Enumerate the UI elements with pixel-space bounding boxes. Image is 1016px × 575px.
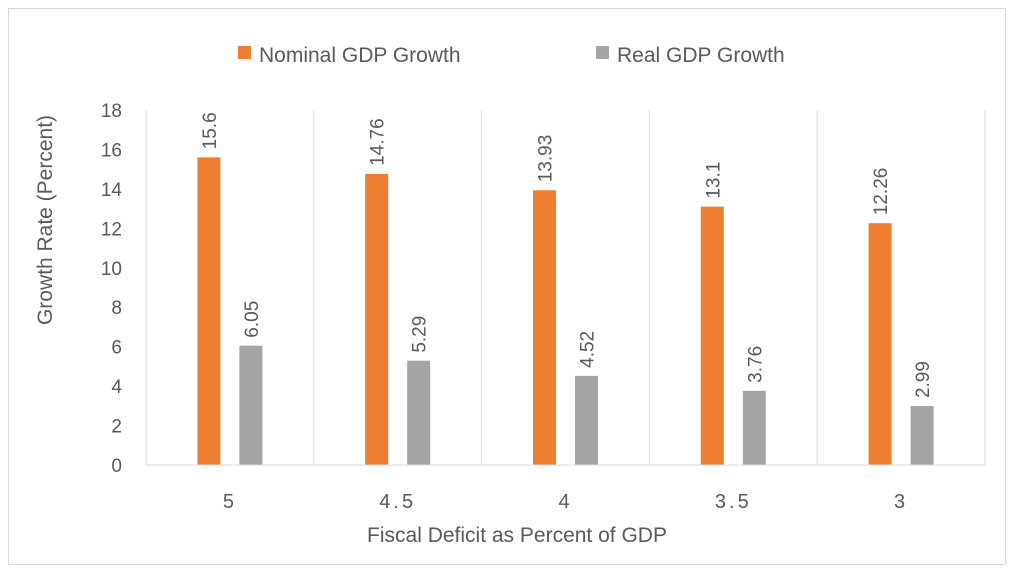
bar — [700, 206, 724, 465]
chart-frame — [8, 8, 1006, 565]
bar — [407, 360, 431, 465]
legend-swatch — [596, 46, 609, 59]
data-label: 4.52 — [578, 331, 599, 368]
data-label: 14.76 — [368, 118, 389, 166]
legend-label: Real GDP Growth — [617, 44, 785, 67]
x-tick-label: 3.5 — [715, 491, 752, 513]
y-tick-label: 6 — [111, 338, 122, 359]
y-tick-label: 2 — [111, 417, 122, 438]
data-label: 5.29 — [410, 316, 431, 353]
data-label: 15.6 — [200, 112, 221, 149]
data-label: 6.05 — [242, 301, 263, 338]
data-label: 12.26 — [871, 168, 892, 216]
y-tick-label: 12 — [101, 219, 122, 240]
y-axis-title: Growth Rate (Percent) — [34, 115, 57, 325]
x-axis-title: Fiscal Deficit as Percent of GDP — [367, 524, 667, 547]
data-label: 13.93 — [536, 135, 557, 183]
y-tick-label: 4 — [111, 377, 122, 398]
legend: Nominal GDP Growth Real GDP Growth — [238, 44, 785, 67]
y-axis-ticks: 0 2 4 6 8 10 12 14 16 18 — [101, 101, 123, 477]
bar — [868, 223, 892, 465]
y-tick-label: 0 — [111, 456, 122, 477]
bar — [239, 345, 263, 465]
data-labels: 15.6 14.76 13.93 13.1 12.26 6.05 5.29 4.52 3.76 2… — [200, 112, 934, 398]
x-tick-label: 3 — [894, 491, 908, 513]
y-tick-label: 10 — [101, 259, 122, 280]
x-axis-ticks: 5 4.5 4 3.5 3 — [223, 491, 908, 513]
data-label: 2.99 — [913, 361, 934, 398]
bar — [910, 406, 934, 465]
bar — [365, 173, 389, 465]
bar — [533, 190, 556, 465]
y-tick-label: 8 — [111, 298, 122, 319]
category-separators — [145, 110, 986, 465]
x-tick-label: 5 — [223, 491, 237, 513]
y-tick-label: 14 — [101, 180, 123, 201]
legend-swatch — [238, 46, 251, 59]
bar — [742, 390, 766, 465]
x-tick-label: 4 — [558, 491, 572, 513]
legend-label: Nominal GDP Growth — [259, 44, 461, 67]
data-label: 13.1 — [703, 162, 724, 199]
data-label: 3.76 — [745, 346, 766, 383]
y-tick-label: 16 — [101, 140, 122, 161]
x-tick-label: 4.5 — [379, 491, 416, 513]
y-tick-label: 18 — [101, 101, 122, 122]
bar — [575, 375, 598, 465]
bar — [197, 157, 221, 466]
bars — [197, 157, 934, 466]
